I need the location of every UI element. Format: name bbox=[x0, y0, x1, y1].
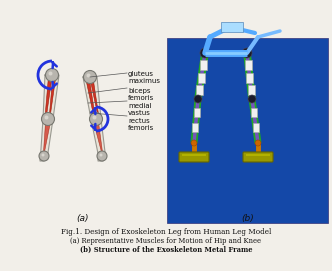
Bar bbox=[167, 38, 328, 223]
Polygon shape bbox=[41, 119, 53, 156]
Polygon shape bbox=[43, 75, 59, 119]
FancyBboxPatch shape bbox=[221, 22, 243, 32]
FancyBboxPatch shape bbox=[253, 123, 259, 132]
Text: medial
vastus: medial vastus bbox=[128, 103, 152, 116]
Circle shape bbox=[255, 140, 261, 146]
Text: gluteus
maximus: gluteus maximus bbox=[128, 71, 160, 84]
Circle shape bbox=[39, 151, 49, 161]
Circle shape bbox=[97, 151, 107, 161]
Circle shape bbox=[87, 73, 91, 78]
Text: (a) Representative Muscles for Motion of Hip and Knee: (a) Representative Muscles for Motion of… bbox=[70, 237, 262, 245]
FancyBboxPatch shape bbox=[246, 154, 270, 156]
FancyBboxPatch shape bbox=[246, 73, 253, 83]
Text: Fig.1. Design of Exoskeleton Leg from Human Leg Model: Fig.1. Design of Exoskeleton Leg from Hu… bbox=[61, 228, 271, 236]
Circle shape bbox=[42, 112, 54, 125]
Circle shape bbox=[84, 70, 97, 83]
Text: (a): (a) bbox=[77, 214, 89, 223]
Polygon shape bbox=[91, 119, 106, 156]
Circle shape bbox=[191, 140, 197, 146]
Text: biceps
femoris: biceps femoris bbox=[128, 88, 154, 101]
Polygon shape bbox=[91, 81, 99, 114]
FancyBboxPatch shape bbox=[196, 85, 203, 95]
Polygon shape bbox=[43, 122, 50, 152]
FancyBboxPatch shape bbox=[247, 85, 255, 95]
Polygon shape bbox=[98, 156, 105, 161]
Polygon shape bbox=[40, 156, 47, 161]
FancyBboxPatch shape bbox=[200, 60, 207, 69]
Polygon shape bbox=[94, 122, 103, 152]
Circle shape bbox=[194, 95, 202, 103]
Circle shape bbox=[45, 69, 58, 82]
FancyBboxPatch shape bbox=[179, 152, 209, 162]
Polygon shape bbox=[49, 79, 55, 114]
Circle shape bbox=[100, 153, 103, 156]
Circle shape bbox=[44, 115, 48, 120]
Circle shape bbox=[90, 112, 103, 125]
Circle shape bbox=[242, 48, 252, 58]
Text: rectus
femoris: rectus femoris bbox=[128, 118, 154, 131]
Polygon shape bbox=[83, 77, 101, 119]
Circle shape bbox=[48, 72, 52, 76]
Polygon shape bbox=[45, 79, 52, 114]
FancyBboxPatch shape bbox=[193, 123, 199, 132]
FancyBboxPatch shape bbox=[251, 108, 257, 117]
Circle shape bbox=[200, 48, 210, 58]
Polygon shape bbox=[86, 81, 95, 114]
FancyBboxPatch shape bbox=[182, 154, 206, 156]
Text: (b) Structure of the Exoskeleton Metal Frame: (b) Structure of the Exoskeleton Metal F… bbox=[80, 246, 252, 254]
Circle shape bbox=[42, 153, 44, 156]
Text: (b): (b) bbox=[242, 214, 254, 223]
Circle shape bbox=[248, 95, 256, 103]
Circle shape bbox=[93, 115, 97, 120]
FancyBboxPatch shape bbox=[198, 73, 205, 83]
FancyBboxPatch shape bbox=[194, 108, 200, 117]
FancyBboxPatch shape bbox=[245, 60, 252, 69]
FancyBboxPatch shape bbox=[243, 152, 273, 162]
